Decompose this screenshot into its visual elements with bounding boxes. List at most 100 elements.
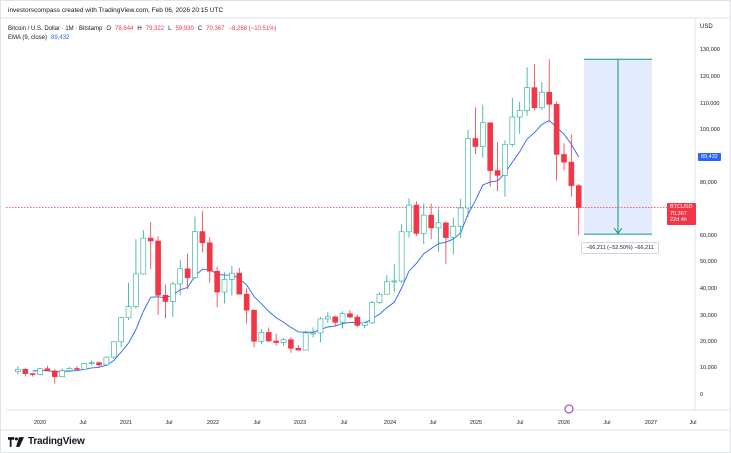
- candle-body: [295, 347, 302, 351]
- candle-body: [199, 231, 206, 244]
- price-tick-label: 40,000: [700, 286, 717, 292]
- price-tick-label: 130,000: [700, 47, 720, 53]
- time-tick-label: 2023: [294, 420, 306, 426]
- tradingview-logo-icon: [8, 436, 24, 447]
- time-tick-label: Jul: [340, 420, 347, 426]
- candle-body: [553, 104, 560, 155]
- candle-body: [81, 363, 88, 370]
- price-tick-label: 0: [700, 392, 703, 398]
- time-tick-label: 2025: [470, 420, 482, 426]
- candle-body: [140, 237, 147, 275]
- candle-body: [51, 370, 58, 378]
- price-tick-label: 120,000: [700, 74, 720, 80]
- measure-label[interactable]: −66,211 (−52.50%) −66,211: [581, 242, 659, 254]
- candle-body: [524, 87, 530, 111]
- candle-body: [413, 204, 420, 234]
- high-value: 79,322: [145, 26, 165, 32]
- candle-body: [369, 302, 375, 324]
- candle-body: [243, 293, 250, 311]
- measure-arrow-head-icon: [613, 227, 623, 234]
- candle-body: [15, 368, 21, 372]
- low-value: 59,930: [175, 26, 194, 32]
- time-tick-label: Jul: [603, 420, 610, 426]
- candle-body: [258, 332, 265, 342]
- candle-body: [502, 144, 508, 176]
- candle-body: [184, 268, 191, 279]
- candle-body: [133, 273, 139, 307]
- candle-body: [384, 281, 390, 295]
- candle-body: [568, 161, 575, 186]
- candle-body: [376, 293, 383, 303]
- tradingview-wordmark: TradingView: [28, 436, 85, 447]
- candle-body: [487, 122, 493, 171]
- close-label: C: [197, 26, 203, 32]
- countdown-badge: 22d 4h: [670, 217, 687, 223]
- open-label: O: [106, 26, 112, 32]
- candle-body: [125, 306, 132, 319]
- ema-value: 89,432: [51, 35, 70, 41]
- time-tick-label: Jul: [429, 420, 436, 426]
- price-tick-label: 80,000: [700, 180, 717, 186]
- candle-body: [111, 341, 117, 358]
- time-tick-label: 2022: [207, 420, 219, 426]
- ema-row[interactable]: EMA (9, close) 89,432: [8, 34, 277, 43]
- candle-body: [302, 332, 309, 351]
- candle-body: [162, 294, 169, 302]
- candle-body: [325, 316, 331, 320]
- price-tick-label: 10,000: [700, 365, 717, 371]
- candle-body: [236, 272, 243, 295]
- price-tick-label: 60,000: [700, 233, 717, 239]
- time-tick-label: 2026: [558, 420, 570, 426]
- candle-body: [443, 222, 449, 238]
- candle-body: [561, 154, 567, 163]
- time-tick-label: Jul: [165, 420, 172, 426]
- currency-label[interactable]: USD: [700, 24, 713, 30]
- candle-body: [354, 316, 361, 326]
- candle-body: [339, 313, 346, 323]
- candle-body: [251, 309, 257, 342]
- price-tick-label: 100,000: [700, 127, 720, 133]
- candle-body: [221, 279, 228, 293]
- time-tick-label: 2020: [34, 420, 46, 426]
- candle-body: [457, 207, 464, 227]
- ema-price-badge: 89,432: [698, 153, 721, 161]
- candle-body: [229, 272, 235, 280]
- price-tick-label: 50,000: [700, 259, 717, 265]
- high-label: H: [137, 26, 142, 32]
- time-tick-label: Jul: [79, 420, 86, 426]
- open-value: 78,644: [115, 26, 134, 32]
- candle-body: [546, 91, 553, 105]
- time-tick-label: 2027: [645, 420, 657, 426]
- price-badge-value: 70,367: [670, 210, 687, 217]
- candle-body: [420, 214, 427, 234]
- candle-body: [435, 222, 442, 229]
- price-tick-label: 30,000: [700, 313, 717, 319]
- candle-body: [147, 237, 154, 242]
- change-value: −8,268 (−10.51%): [228, 26, 277, 32]
- candle-body: [516, 110, 523, 118]
- candle-body: [192, 231, 198, 279]
- candle-body: [472, 138, 479, 147]
- candle-body: [428, 214, 434, 229]
- candle-body: [74, 368, 80, 370]
- candle-body: [103, 356, 110, 366]
- candle-body: [575, 185, 582, 208]
- time-tick-label: Jul: [516, 420, 523, 426]
- time-tick-label: Jul: [689, 420, 696, 426]
- close-value: 70,367: [206, 26, 225, 32]
- candle-body: [96, 362, 102, 366]
- low-label: L: [168, 26, 172, 32]
- candle-body: [37, 368, 43, 375]
- time-tick-label: Jul: [253, 420, 260, 426]
- ema-label: EMA (9, close): [8, 35, 48, 41]
- time-tick-label: 2021: [120, 420, 132, 426]
- tradingview-brand[interactable]: TradingView: [8, 436, 85, 447]
- candle-body: [310, 332, 316, 335]
- candle-body: [177, 268, 184, 285]
- symbol-title: Bitcoin / U.S. Dollar · 1M · Bitstamp: [8, 26, 103, 32]
- candle-body: [494, 170, 501, 176]
- candle-body: [280, 339, 287, 343]
